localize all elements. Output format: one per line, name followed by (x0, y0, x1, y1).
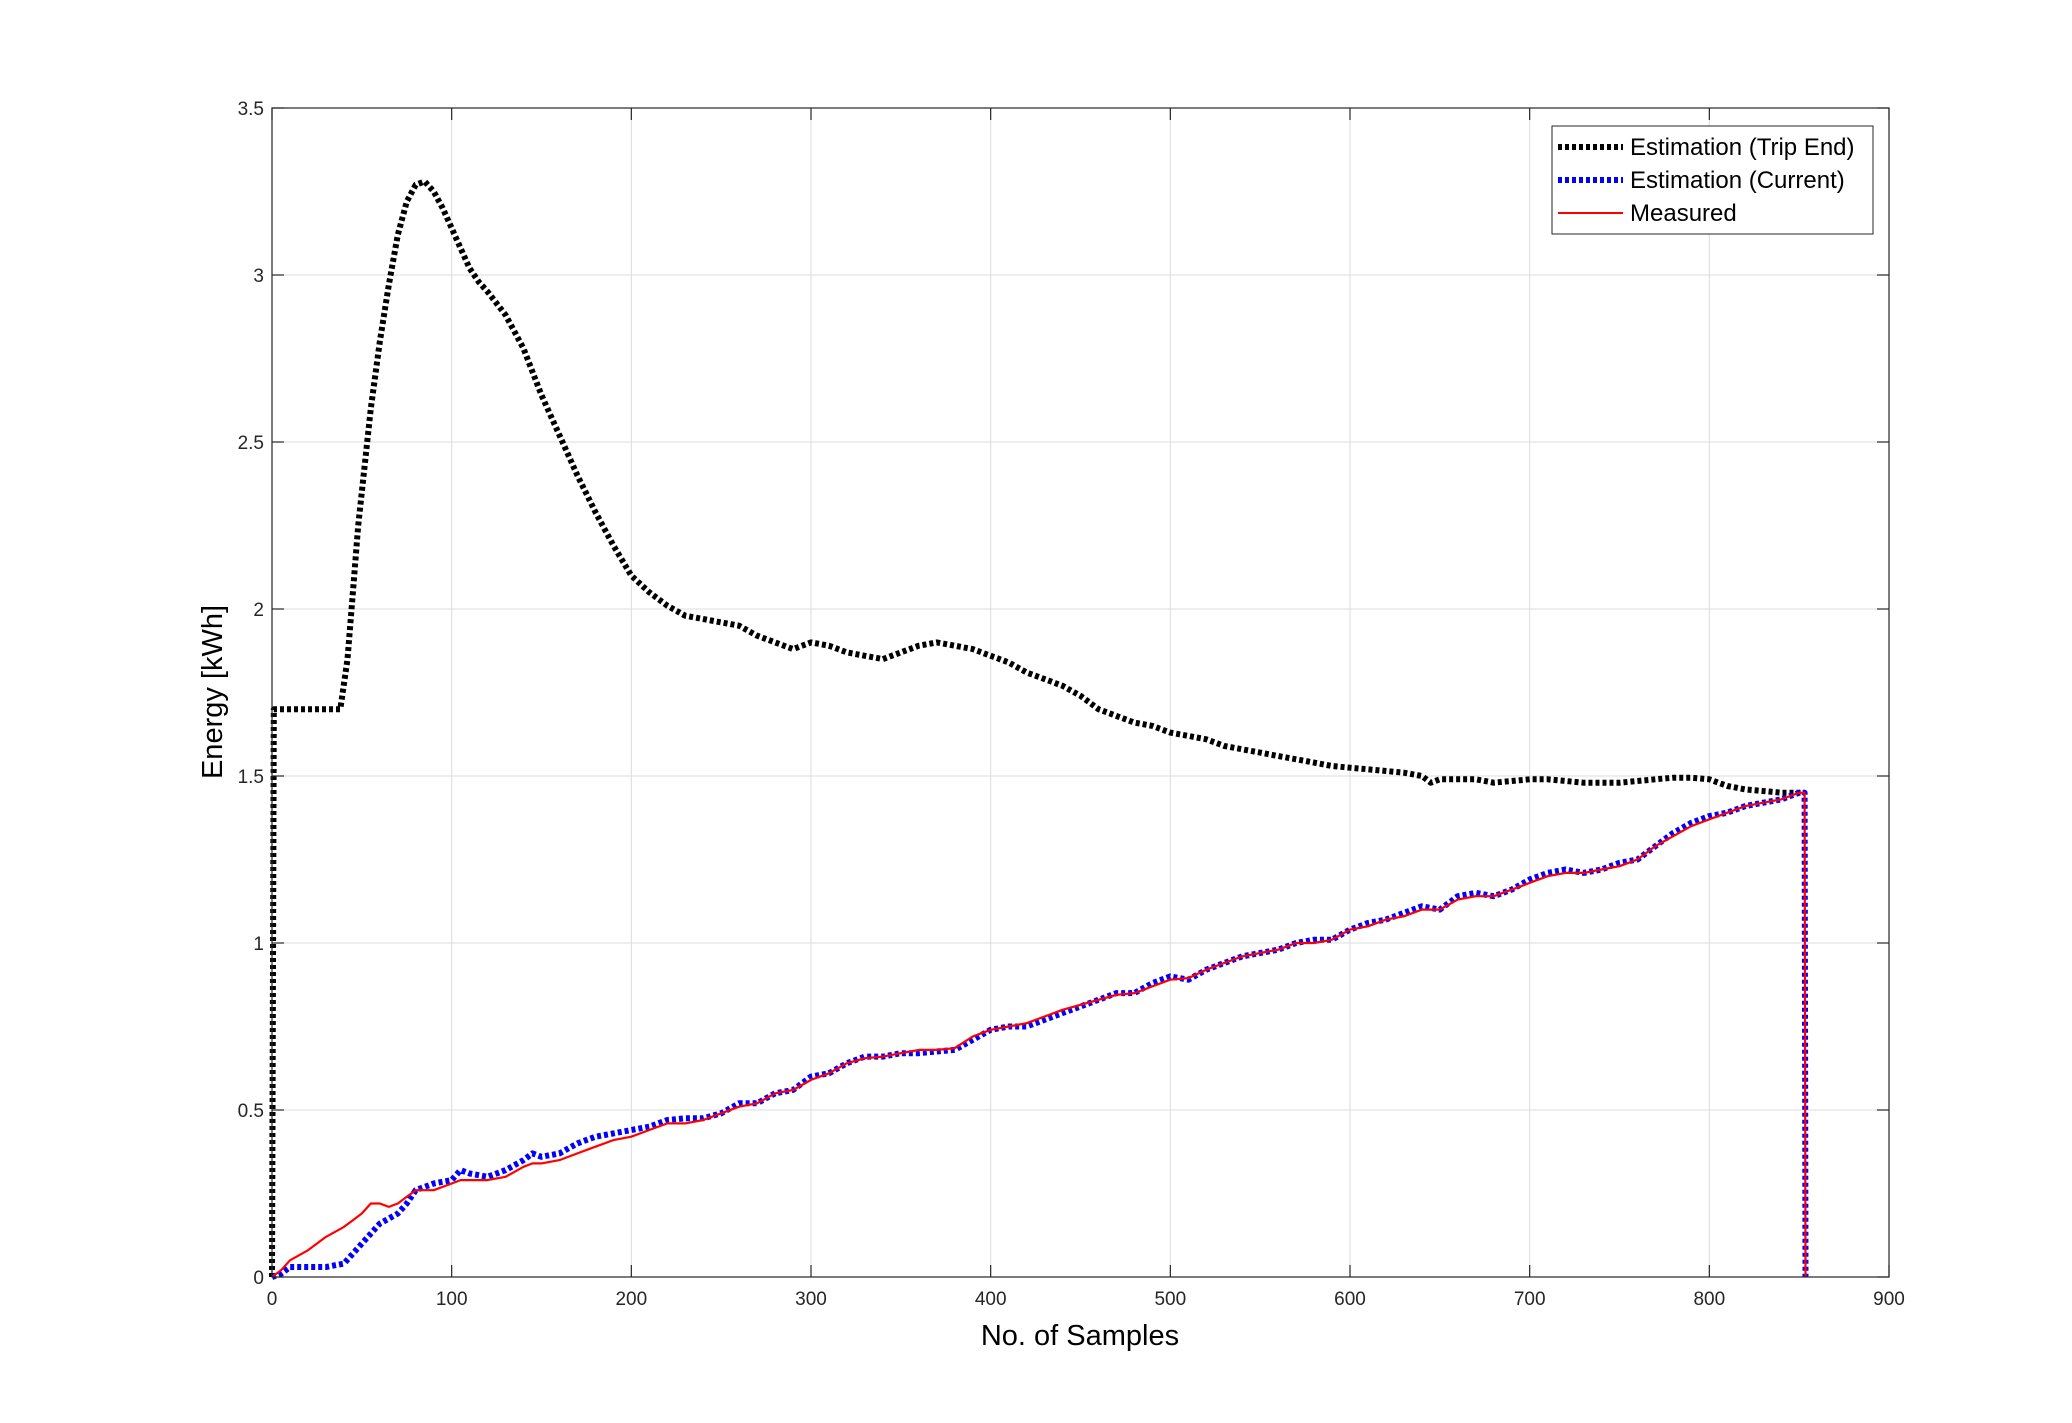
y-tick-label: 0.5 (238, 1101, 264, 1122)
y-tick-label: 2 (253, 600, 264, 621)
plot-area (272, 108, 1889, 1277)
x-tick-label: 800 (1693, 1289, 1725, 1310)
series-line-current (270, 789, 1809, 1280)
x-tick-label: 500 (1154, 1289, 1186, 1310)
y-tick-label: 3 (253, 266, 264, 287)
series-line-trip-end (269, 178, 1805, 1278)
x-tick-label: 900 (1873, 1289, 1905, 1310)
x-tick-label: 100 (436, 1289, 468, 1310)
y-tick-label: 1.5 (238, 767, 264, 788)
legend-label-measured: Measured (1630, 200, 1737, 227)
x-axis-label: No. of Samples (981, 1320, 1179, 1352)
ticks (271, 107, 1890, 1278)
x-tick-label: 300 (795, 1289, 827, 1310)
y-tick-label: 2.5 (238, 433, 264, 454)
y-tick-label: 1 (253, 934, 264, 955)
x-tick-label: 0 (267, 1289, 278, 1310)
y-tick-labels: 0 0.5 1 1.5 2 2.5 3 3.5 (238, 99, 264, 1289)
x-tick-label: 700 (1514, 1289, 1546, 1310)
x-tick-label: 400 (975, 1289, 1007, 1310)
series-line-measured (271, 791, 1807, 1278)
x-tick-labels: 0 100 200 300 400 500 600 700 800 900 (267, 1289, 1905, 1310)
legend-box (1551, 125, 1874, 235)
y-axis-label: Energy [kWh] (197, 605, 229, 779)
x-tick-label: 600 (1334, 1289, 1366, 1310)
legend-label-current: Estimation (Current) (1630, 167, 1845, 194)
legend-label-trip-end: Estimation (Trip End) (1630, 134, 1855, 161)
axes-frame (271, 107, 1890, 1278)
y-tick-label: 3.5 (238, 99, 264, 120)
series-layer (269, 178, 1809, 1280)
legend: Estimation (Trip End) Estimation (Curren… (1551, 125, 1874, 235)
y-tick-label: 0 (253, 1268, 264, 1289)
x-tick-label: 200 (615, 1289, 647, 1310)
